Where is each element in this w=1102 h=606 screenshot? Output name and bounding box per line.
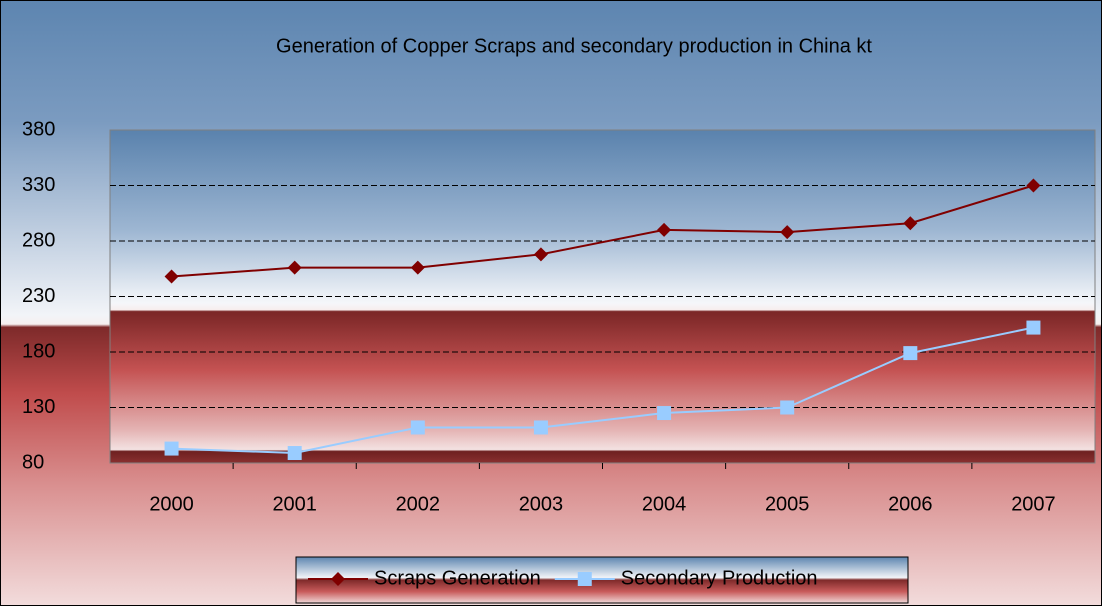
x-tick-label: 2006 [888, 493, 933, 515]
legend-label: Scraps Generation [374, 567, 541, 589]
x-tick-label: 2005 [765, 493, 810, 515]
x-tick-label: 2003 [519, 493, 564, 515]
x-tick-label: 2002 [396, 493, 441, 515]
y-tick-label: 180 [22, 340, 55, 362]
data-point [1026, 320, 1041, 335]
data-point [164, 269, 179, 284]
data-point [657, 222, 672, 237]
y-tick-label: 230 [22, 285, 55, 307]
y-tick-label: 280 [22, 229, 55, 251]
y-tick-label: 380 [22, 118, 55, 140]
x-tick-label: 2000 [149, 493, 194, 515]
data-point [164, 441, 179, 456]
data-point [780, 400, 795, 415]
data-point [1026, 178, 1041, 193]
x-tick-label: 2007 [1011, 493, 1056, 515]
y-tick-label: 130 [22, 396, 55, 418]
data-point [287, 446, 302, 461]
data-point [780, 225, 795, 240]
data-point [903, 346, 918, 361]
legend-marker [577, 572, 592, 586]
legend-label: Secondary Production [621, 567, 818, 589]
data-point [657, 406, 672, 421]
series-line [171, 326, 1034, 455]
series-line [171, 184, 1034, 278]
data-point [903, 216, 918, 231]
data-point [410, 260, 425, 275]
chart-title: Generation of Copper Scraps and secondar… [276, 35, 872, 57]
y-tick-label: 80 [22, 451, 44, 473]
y-tick-label: 330 [22, 174, 55, 196]
x-tick-label: 2001 [272, 493, 317, 515]
x-tick-label: 2004 [642, 493, 687, 515]
data-point [410, 420, 425, 435]
data-point [533, 247, 548, 262]
data-point [287, 260, 302, 275]
legend-marker [331, 572, 345, 586]
data-point [533, 420, 548, 435]
